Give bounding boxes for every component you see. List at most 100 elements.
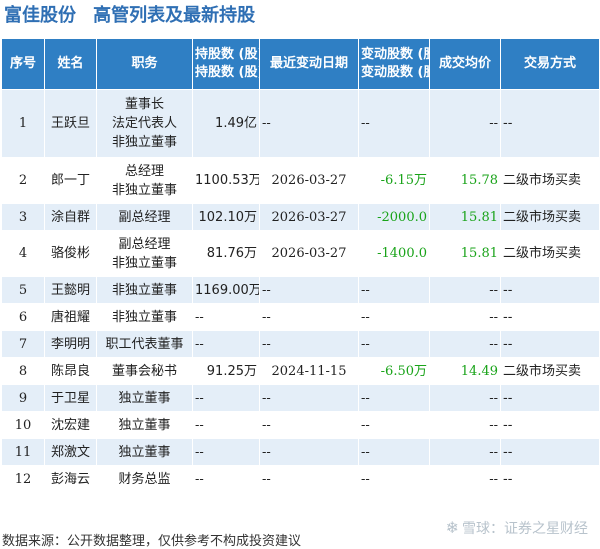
cell-shares: 102.10万 bbox=[192, 203, 260, 231]
table-row: 9 于卫星 独立董事 -- -- -- -- -- bbox=[1, 384, 600, 412]
role-line: 非独立董事 bbox=[111, 135, 177, 150]
role-line: 独立董事 bbox=[118, 417, 171, 433]
table-row: 5 王懿明 非独立董事 1169.00万 -- -- -- -- bbox=[1, 276, 600, 304]
cell-method: -- bbox=[500, 438, 600, 466]
cell-date: -- bbox=[259, 438, 359, 466]
cell-shares: -- bbox=[192, 303, 260, 331]
table-row: 8 陈昂良 董事会秘书 91.25万 2024-11-15 -6.50万 14.49 二级市场… bbox=[1, 357, 600, 385]
table-row: 7 李明明 职工代表董事 -- -- -- -- -- bbox=[1, 330, 600, 358]
cell-role: 职工代表董事 bbox=[96, 330, 193, 358]
cell-shares: -- bbox=[192, 411, 260, 439]
cell-method: -- bbox=[500, 411, 600, 439]
cell-name: 沈宏建 bbox=[44, 411, 97, 439]
cell-role: 财务总监 bbox=[96, 465, 193, 493]
cell-method: -- bbox=[500, 276, 600, 304]
snowball-icon: ❄ bbox=[445, 518, 459, 537]
cell-change: -- bbox=[358, 411, 430, 439]
cell-no: 7 bbox=[1, 330, 45, 358]
column-header-text: 交易方式 bbox=[523, 56, 576, 71]
cell-price: 15.78 bbox=[429, 157, 501, 204]
cell-price: -- bbox=[429, 465, 501, 493]
role-line: 法定代表人 bbox=[111, 116, 177, 131]
page-title: 高管列表及最新持股 bbox=[93, 5, 256, 26]
table-row: 2 郎一丁 总经理 非独立董事 1100.53万 2026-03-27 -6.15万 15.7… bbox=[1, 157, 600, 204]
cell-name: 郎一丁 bbox=[44, 157, 97, 204]
cell-role: 副总经理 bbox=[96, 203, 193, 231]
role-line: 独立董事 bbox=[118, 390, 171, 406]
column-header-text: 序号 bbox=[9, 56, 36, 71]
cell-change: -6.15万 bbox=[358, 157, 430, 204]
data-source-note: 数据来源：公开数据整理，仅供参考不构成投资建议 bbox=[2, 534, 302, 549]
table-row: 10 沈宏建 独立董事 -- -- -- -- -- bbox=[1, 411, 600, 439]
column-header-text: 职务 bbox=[131, 56, 158, 71]
cell-no: 9 bbox=[1, 384, 45, 412]
role-line: 财务总监 bbox=[118, 471, 171, 487]
cell-price: -- bbox=[429, 276, 501, 304]
cell-role: 总经理 非独立董事 bbox=[96, 157, 193, 204]
cell-method: -- bbox=[500, 384, 600, 412]
title-bar: 富佳股份 高管列表及最新持股 bbox=[4, 2, 255, 30]
cell-shares: 81.76万 bbox=[192, 230, 260, 277]
cell-shares: -- bbox=[192, 384, 260, 412]
cell-price: -- bbox=[429, 411, 501, 439]
cell-date: -- bbox=[259, 411, 359, 439]
cell-change: -- bbox=[358, 276, 430, 304]
cell-no: 12 bbox=[1, 465, 45, 493]
company-name: 富佳股份 bbox=[4, 5, 76, 26]
cell-name: 于卫星 bbox=[44, 384, 97, 412]
column-header-date: 最近变动日期 bbox=[259, 38, 359, 90]
column-header-text: 成交均价 bbox=[438, 56, 491, 71]
cell-name: 王懿明 bbox=[44, 276, 97, 304]
cell-name: 唐祖耀 bbox=[44, 303, 97, 331]
cell-name: 王跃旦 bbox=[44, 89, 97, 158]
cell-change: -- bbox=[358, 465, 430, 493]
cell-date: 2026-03-27 bbox=[259, 230, 359, 277]
column-header-text: 持股数 (股) bbox=[195, 65, 260, 80]
column-header-text: 持股数 (股) bbox=[195, 47, 260, 62]
cell-role: 非独立董事 bbox=[96, 303, 193, 331]
cell-date: -- bbox=[259, 384, 359, 412]
cell-date: 2026-03-27 bbox=[259, 157, 359, 204]
cell-name: 骆俊彬 bbox=[44, 230, 97, 277]
cell-role: 独立董事 bbox=[96, 411, 193, 439]
role-line: 非独立董事 bbox=[111, 255, 177, 271]
role-line: 副总经理 bbox=[118, 236, 171, 252]
table-row: 3 涂自群 副总经理 102.10万 2026-03-27 -2000.0 15.81 二级市… bbox=[1, 203, 600, 231]
role-line: 独立董事 bbox=[118, 444, 171, 460]
cell-change: -- bbox=[358, 303, 430, 331]
role-line: 非独立董事 bbox=[111, 309, 177, 325]
column-header-text: 变动股数 (股) bbox=[361, 65, 429, 80]
cell-no: 11 bbox=[1, 438, 45, 466]
cell-method: -- bbox=[500, 330, 600, 358]
cell-change: -2000.0 bbox=[358, 203, 430, 231]
column-header-text: 变动股数 (股) bbox=[361, 47, 429, 62]
cell-shares: -- bbox=[192, 465, 260, 493]
cell-shares: 91.25万 bbox=[192, 357, 260, 385]
cell-price: -- bbox=[429, 89, 501, 158]
cell-no: 3 bbox=[1, 203, 45, 231]
cell-role: 独立董事 bbox=[96, 438, 193, 466]
role-line: 副总经理 bbox=[118, 209, 171, 225]
cell-role: 非独立董事 bbox=[96, 276, 193, 304]
cell-method: 二级市场买卖 bbox=[500, 157, 600, 204]
table-row: 12 彭海云 财务总监 -- -- -- -- -- bbox=[1, 465, 600, 493]
cell-name: 李明明 bbox=[44, 330, 97, 358]
table-row: 1 王跃旦 董事长 法定代表人 非独立董事 1.49亿 -- -- -- -- bbox=[1, 89, 600, 158]
cell-method: -- bbox=[500, 465, 600, 493]
cell-price: -- bbox=[429, 303, 501, 331]
column-header-method: 交易方式 bbox=[500, 38, 600, 90]
cell-role: 独立董事 bbox=[96, 384, 193, 412]
cell-date: 2026-03-27 bbox=[259, 203, 359, 231]
table-row: 4 骆俊彬 副总经理 非独立董事 81.76万 2026-03-27 -1400.0 15.8… bbox=[1, 230, 600, 277]
column-header-name: 姓名 bbox=[44, 38, 97, 90]
cell-no: 10 bbox=[1, 411, 45, 439]
cell-change: -1400.0 bbox=[358, 230, 430, 277]
role-line: 职工代表董事 bbox=[105, 336, 184, 352]
cell-no: 4 bbox=[1, 230, 45, 277]
cell-no: 8 bbox=[1, 357, 45, 385]
cell-shares: 1.49亿 bbox=[192, 89, 260, 158]
cell-shares: -- bbox=[192, 330, 260, 358]
cell-shares: 1169.00万 bbox=[192, 276, 260, 304]
cell-method: 二级市场买卖 bbox=[500, 203, 600, 231]
cell-change: -- bbox=[358, 384, 430, 412]
